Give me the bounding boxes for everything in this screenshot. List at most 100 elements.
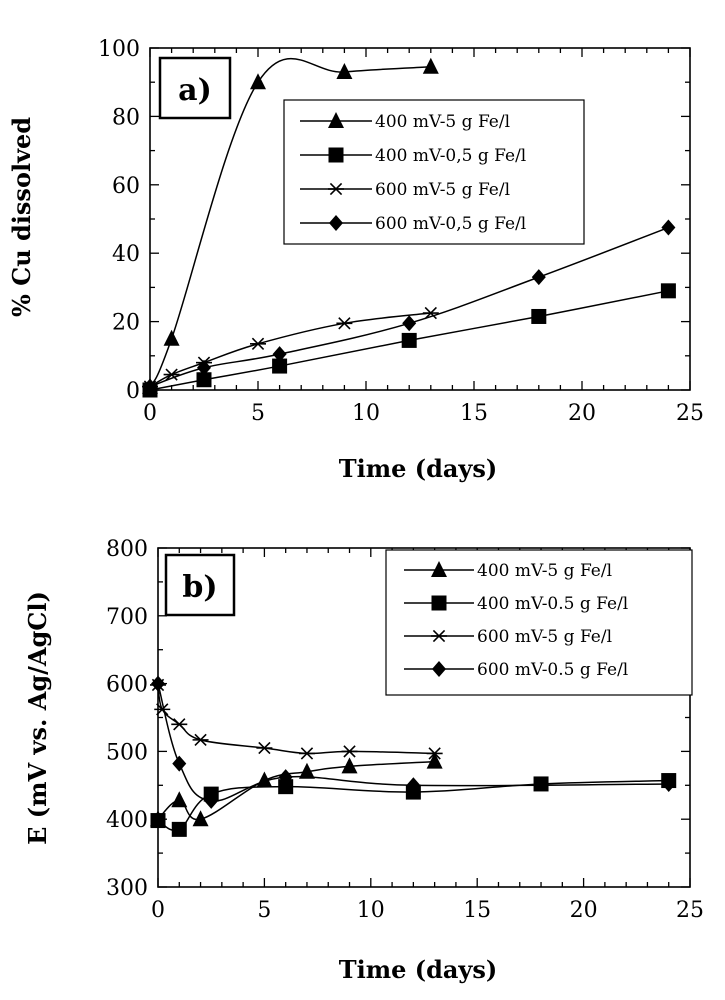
panel-b-triangle-point	[192, 810, 209, 827]
panel-b-x-tick-label: 10	[357, 898, 385, 923]
panel-a-label: a)	[178, 73, 212, 108]
panel-b-y-tick-label: 400	[106, 808, 148, 833]
panel-a-star-point	[422, 306, 439, 320]
panel-b-x-tick-label: 20	[570, 898, 598, 923]
panel-a-legend-marker-1	[328, 112, 344, 128]
panel-b-legend-label-3: 600 mV-5 g Fe/l	[477, 627, 612, 647]
panel-b-star-point	[154, 703, 171, 716]
panel-a-legend-label-4: 600 mV-0,5 g Fe/l	[375, 214, 526, 234]
panel-a-square-point	[401, 332, 417, 348]
panel-b-diamond-point	[151, 675, 165, 692]
panel-a-diamond-point	[531, 269, 546, 286]
panel-a-y-axis-title: % Cu dissolved	[7, 117, 36, 317]
panel-b-legend-label-4: 600 mV-0.5 g Fe/l	[477, 660, 628, 680]
panel-a-triangle-point	[163, 329, 180, 346]
panel-b-y-tick-label: 700	[106, 605, 148, 630]
panel-b-x-tick-label: 5	[257, 898, 271, 923]
panel-a-series-markers	[142, 57, 676, 398]
panel-b-square-point	[278, 779, 294, 795]
panel-a-diamond-point	[402, 315, 417, 332]
panel-a-triangle-point	[422, 57, 439, 74]
panel-b-star-point	[426, 747, 443, 760]
panel-b-star-point	[171, 718, 188, 731]
panel-b-square-point	[533, 776, 549, 792]
panel-b-triangle-point	[256, 771, 273, 788]
panel-b-x-axis-title: Time (days)	[339, 955, 498, 984]
panel-b-y-tick-label: 600	[106, 673, 148, 698]
panel-a-x-tick-label: 5	[251, 401, 265, 426]
panel-b-diamond-point	[204, 792, 219, 809]
panel-b-x-tick-label: 25	[676, 898, 704, 923]
panel-b-y-tick-label: 300	[106, 876, 148, 901]
panel-a-tick-labels: 0 5 10 15 20 25 0 20 40 60 80 100	[98, 37, 704, 426]
panel-a-series-line-1	[149, 58, 431, 387]
panel-a-y-tick-label: 40	[112, 242, 140, 267]
panel-b-y-tick-label: 800	[106, 537, 148, 562]
panel-a-y-tick-label: 0	[126, 379, 140, 404]
panel-a-y-tick-label: 100	[98, 37, 140, 62]
panel-b-diamond-point	[406, 777, 421, 794]
panel-b-legend-label-1: 400 mV-5 g Fe/l	[477, 561, 612, 581]
panel-a-star-point	[336, 317, 353, 330]
panel-a-x-tick-label: 0	[143, 401, 157, 426]
panel-a-label-box	[158, 56, 232, 120]
panel-a-diamond-point	[197, 359, 211, 376]
panel-a-legend-label-3: 600 mV-5 g Fe/l	[375, 180, 510, 200]
panel-b-triangle-point	[171, 791, 188, 808]
panel-a-legend: 400 mV-5 g Fe/l 400 mV-0,5 g Fe/l 600 mV-5…	[283, 99, 585, 245]
panel-a-diamond-point	[661, 219, 676, 236]
panel-b-label-box	[164, 553, 236, 617]
panel-b-legend-label-2: 400 mV-0.5 g Fe/l	[477, 594, 628, 614]
panel-a-diamond-point	[272, 346, 287, 363]
panel-b-diamond-point	[278, 769, 293, 786]
panel-a-legend-label-1: 400 mV-5 g Fe/l	[375, 112, 510, 132]
panel-a-triangle-point	[336, 62, 353, 79]
panel-b-star-point	[298, 747, 315, 760]
panel-a-x-tick-label: 25	[676, 401, 704, 426]
panel-a-square-point	[272, 358, 288, 374]
panel-b-square-point	[150, 813, 166, 829]
panel-a-triangle-point	[250, 73, 266, 90]
panel-a-square-point	[196, 372, 212, 388]
panel-b-x-tick-label: 15	[463, 898, 491, 923]
panel-a-y-tick-label: 80	[112, 105, 140, 130]
panel-b-square-point	[171, 821, 187, 837]
panel-a-x-tick-label: 15	[460, 401, 488, 426]
panel-b-legend-marker-2	[431, 595, 447, 611]
panel-a-series-line-3	[149, 312, 431, 388]
panel-b-triangle-point	[426, 752, 443, 769]
panel-b-series-line-1	[157, 760, 435, 821]
panel-a-y-tick-label: 60	[112, 174, 140, 199]
panel-a-legend-label-2: 400 mV-0,5 g Fe/l	[375, 146, 526, 166]
panel-a-axes	[149, 47, 691, 391]
panel-b-series-lines	[157, 683, 669, 832]
panel-a-legend-marker-2	[328, 147, 344, 163]
panel-b-star-point	[192, 733, 209, 747]
panel-b-y-axis-title: E (mV vs. Ag/AgCl)	[23, 591, 52, 845]
panel-b-star-point	[256, 741, 273, 755]
panel-b-star-point	[341, 745, 358, 758]
panel-b-triangle-point	[298, 762, 315, 779]
panel-b-x-tick-label: 0	[151, 898, 165, 923]
panel-b-legend-marker-1	[431, 561, 447, 577]
panel-a-x-tick-label: 10	[352, 401, 380, 426]
panel-b-triangle-point	[341, 757, 358, 774]
panel-a-diamond-point	[143, 378, 157, 395]
panel-a-star-point	[163, 368, 180, 381]
panel-b-diamond-point	[172, 755, 187, 772]
panel-b-tick-labels: 0 5 10 15 20 25 300 400 500 600 700 800	[106, 537, 704, 923]
panel-b-y-tick-label: 500	[106, 740, 148, 765]
panel-b-label: b)	[182, 570, 217, 605]
panel-a-square-point	[531, 308, 547, 324]
panel-a-x-axis-title: Time (days)	[339, 454, 498, 483]
panel-b-legend: 400 mV-5 g Fe/l 400 mV-0.5 g Fe/l 600 mV-5…	[385, 549, 693, 696]
panel-a-y-tick-label: 20	[112, 311, 140, 336]
panel-a-legend-marker-4	[329, 215, 343, 231]
panel-a-legend-marker-3	[328, 182, 344, 196]
panel-b-legend-marker-4	[432, 661, 446, 677]
panel-a-square-point	[660, 283, 676, 299]
panel-a-chart: 0 5 10 15 20 25 0 20 40 60 80 100 Time (days) % Cu …	[7, 37, 704, 483]
panel-b-diamond-point	[661, 775, 676, 792]
panel-a-x-tick-label: 20	[568, 401, 596, 426]
